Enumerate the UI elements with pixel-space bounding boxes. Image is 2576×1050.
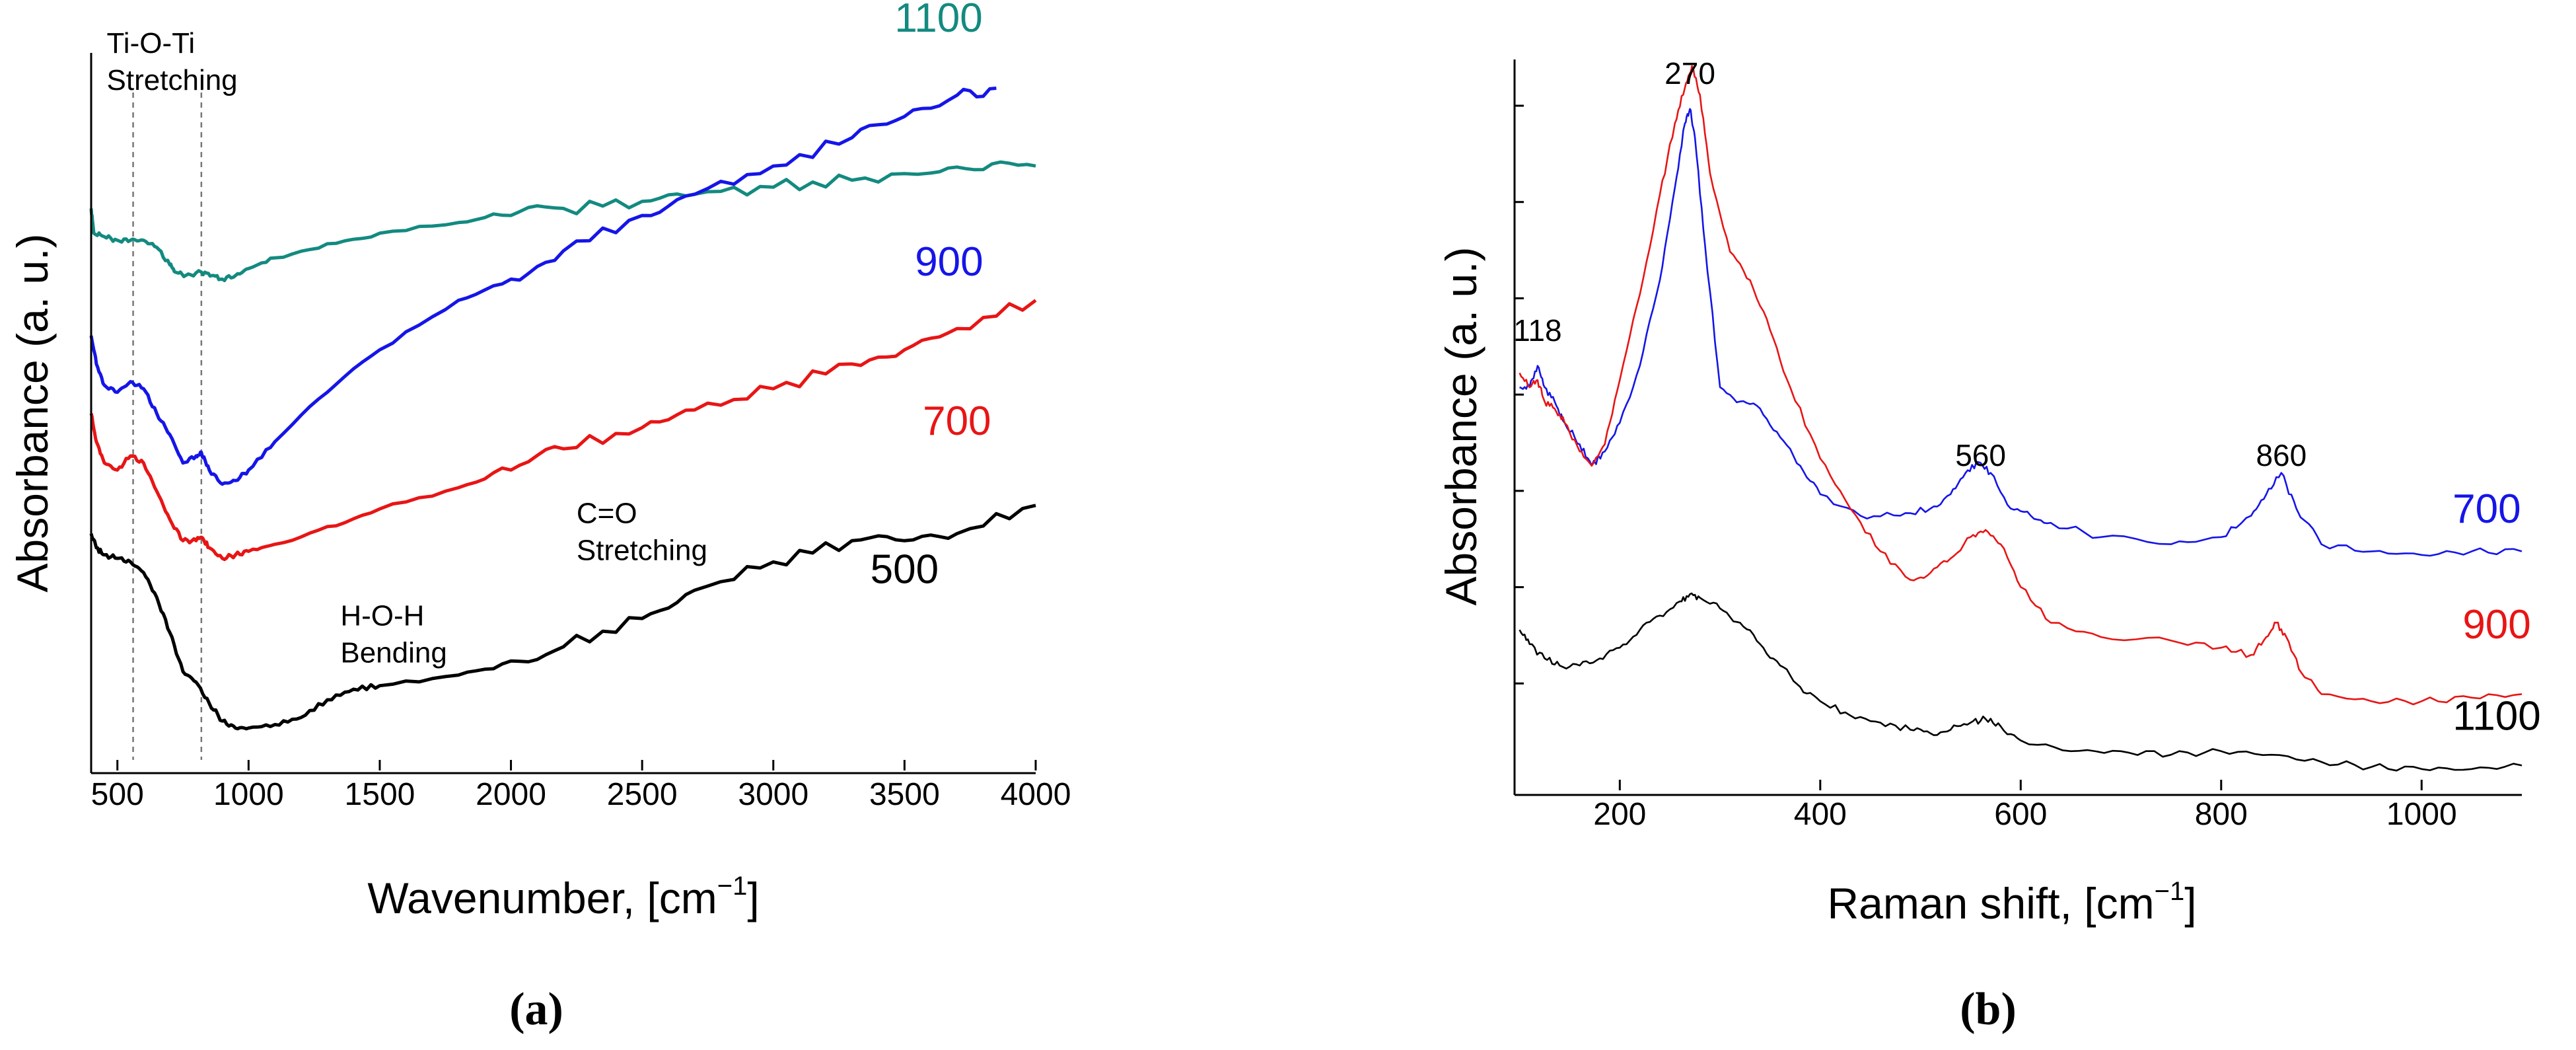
a-x-tick-label-4000: 4000: [1001, 777, 1071, 812]
a-annotation-line: Stretching: [577, 535, 707, 567]
b-series-line-1100: [1519, 592, 2522, 772]
panel-b-raman-chart: 200 400 600 800 1000 118 270 560 860 700 900 1100…: [1437, 56, 2541, 1035]
a-series-label-700: 700: [923, 398, 991, 444]
b-axes: [1513, 59, 2522, 796]
a-annotation-line: H-O-H: [340, 600, 424, 632]
a-series-line-900: [89, 87, 997, 486]
a-annotation-c-o: C=O Stretching: [577, 498, 707, 567]
a-reference-lines: [132, 93, 203, 760]
a-x-axis-label-close: ]: [747, 874, 759, 922]
b-peak-label-560: 560: [1955, 438, 2006, 472]
b-peak-label-118: 118: [1513, 313, 1561, 348]
b-peak-label-860: 860: [2256, 438, 2307, 472]
b-series-line-900: [1519, 65, 2522, 706]
a-series-line-700: [89, 299, 1037, 562]
a-y-axis-label: Absorbance (a. u.): [8, 234, 57, 593]
b-series-labels: 700 900 1100: [2452, 486, 2541, 739]
a-x-tick-label-3000: 3000: [738, 777, 808, 812]
b-series-line-700: [1519, 108, 2522, 557]
a-series-labels: 1100 900 700 500: [871, 0, 991, 593]
a-axes: [90, 53, 1036, 774]
b-x-tick-label-600: 600: [1994, 797, 2047, 832]
b-series-label-900: 900: [2462, 602, 2530, 648]
a-x-tick-label-2000: 2000: [476, 777, 546, 812]
a-x-axis-label-sup: −1: [717, 872, 748, 901]
b-x-axis-label-sup: −1: [2155, 877, 2185, 906]
a-annotation-ti-o-ti: Ti-O-Ti Stretching: [107, 27, 238, 96]
a-annotation-h-o-h: H-O-H Bending: [340, 600, 447, 669]
a-series-label-500: 500: [871, 547, 939, 593]
b-x-tick-label-200: 200: [1593, 797, 1646, 832]
a-annotation-line: Stretching: [107, 64, 238, 96]
b-x-ticks: 200 400 600 800 1000: [1593, 780, 2457, 832]
b-y-axis-label: Absorbance (a. u.): [1437, 247, 1485, 606]
a-annotations: Ti-O-Ti Stretching H-O-H Bending C=O Stretchi…: [107, 27, 707, 669]
a-series-label-900: 900: [915, 239, 983, 285]
a-annotation-line: C=O: [577, 498, 637, 530]
b-peak-labels: 118 270 560 860: [1513, 56, 2307, 472]
a-x-tick-label-2500: 2500: [607, 777, 678, 812]
a-x-axis-label: Wavenumber, [cm−1]: [367, 872, 759, 922]
a-series-label-1100: 1100: [894, 0, 982, 41]
b-y-ticks: [1515, 104, 1524, 685]
a-annotation-line: Ti-O-Ti: [107, 27, 196, 59]
b-x-axis-label: Raman shift, [cm−1]: [1827, 877, 2196, 928]
b-x-tick-label-800: 800: [2195, 797, 2248, 832]
a-series-group: [89, 87, 1037, 731]
b-x-tick-label-400: 400: [1794, 797, 1847, 832]
b-series-label-1100: 1100: [2452, 693, 2540, 739]
b-x-axis-label-close: ]: [2184, 879, 2196, 928]
panel-a-ftir-chart: 500 1000 1500 2000 2500 3000 3500 4000 Ti-O-Ti S…: [8, 0, 1071, 1035]
a-series-line-1100: [89, 160, 1036, 283]
a-series-line-500: [89, 504, 1036, 731]
a-x-tick-label-3500: 3500: [869, 777, 940, 812]
a-annotation-line: Bending: [340, 637, 447, 669]
b-series-label-700: 700: [2452, 486, 2521, 532]
a-x-ticks: 500 1000 1500 2000 2500 3000 3500 4000: [91, 760, 1071, 812]
b-series-group: [1519, 65, 2522, 772]
a-x-axis-label-main: Wavenumber, [cm: [367, 874, 717, 922]
b-peak-label-270: 270: [1664, 56, 1715, 91]
b-x-axis-label-main: Raman shift, [cm: [1827, 879, 2154, 928]
a-x-tick-label-1500: 1500: [345, 777, 415, 812]
b-x-tick-label-1000: 1000: [2386, 797, 2457, 832]
a-x-tick-label-500: 500: [91, 777, 144, 812]
b-panel-label: (b): [1960, 984, 2017, 1035]
a-panel-label: (a): [509, 984, 563, 1035]
a-x-tick-label-1000: 1000: [213, 777, 284, 812]
